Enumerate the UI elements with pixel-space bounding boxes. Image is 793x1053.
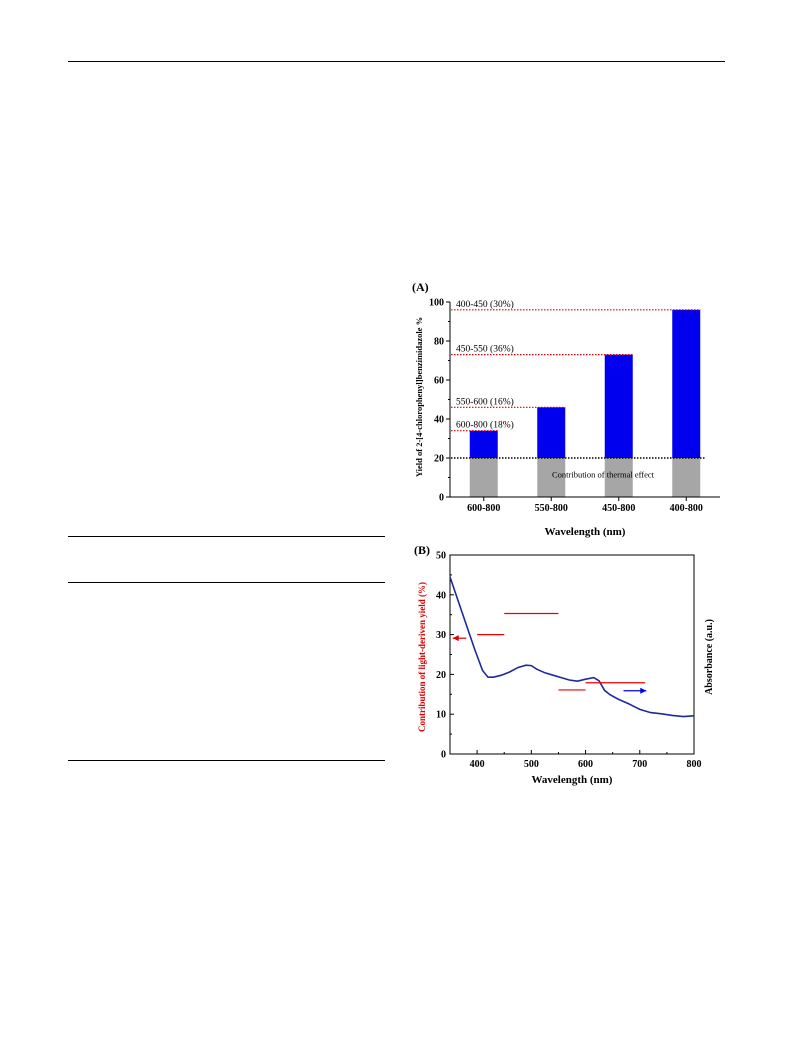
annotation-label: 400-450 (30%) — [456, 299, 514, 310]
x-tick-label: 400-800 — [670, 503, 703, 514]
light-bar — [672, 309, 701, 458]
page-header-rule — [68, 61, 725, 62]
y-axis-label-right-b: Absorbance (a.u.) — [704, 619, 715, 695]
annotation-label: 600-800 (18%) — [456, 420, 514, 431]
x-tick-label: 500 — [524, 759, 539, 770]
y-tick-label: 40 — [434, 415, 444, 426]
x-tick-label: 450-800 — [602, 503, 635, 514]
x-axis-label-a: Wavelength (nm) — [545, 526, 626, 538]
y-tick-label: 0 — [439, 493, 444, 504]
annotation-label: 450-550 (36%) — [456, 344, 514, 355]
y-tick-label: 10 — [436, 710, 446, 721]
x-tick-label: 550-800 — [535, 503, 568, 514]
table-top-rule — [68, 536, 385, 537]
plot-frame-b — [449, 554, 695, 755]
x-axis-label-b: Wavelength (nm) — [532, 774, 613, 786]
figure-panel-b: (B) Wavelength (nm) Contribution of ligh… — [400, 540, 730, 790]
x-tick-label: 800 — [687, 759, 702, 770]
table-bottom-rule — [68, 760, 385, 761]
bar-chart-a: (A) Wavelength (nm) Yield of 2-[4-chloro… — [412, 280, 720, 538]
x-tick-label: 400 — [470, 759, 485, 770]
x-tick-label: 600-800 — [467, 503, 500, 514]
light-bar — [469, 430, 498, 458]
y-axis-label-left-b: Contribution of light-deriven yield (%) — [417, 582, 427, 732]
axis-arrow-head — [452, 635, 459, 642]
y-tick-label: 50 — [436, 551, 446, 562]
x-tick-label: 600 — [578, 759, 593, 770]
figure-panel-a: (A) Wavelength (nm) Yield of 2-[4-chloro… — [400, 278, 730, 543]
light-bar — [537, 407, 566, 458]
y-tick-label: 20 — [434, 454, 444, 465]
thermal-bar — [604, 458, 633, 497]
y-tick-label: 80 — [434, 337, 444, 348]
panel-label-a: (A) — [412, 280, 429, 294]
absorbance-curve — [449, 576, 695, 718]
y-tick-label: 30 — [436, 630, 446, 641]
light-bar — [604, 354, 633, 458]
table-header-rule — [68, 582, 385, 583]
y-axis-label-a: Yield of 2-[4-chlorophenyl]benzimidazole… — [414, 317, 424, 477]
thermal-bar — [672, 458, 701, 497]
thermal-label: Contribution of thermal effect — [552, 470, 655, 480]
panel-label-b: (B) — [414, 543, 430, 557]
y-tick-label: 20 — [436, 670, 446, 681]
axis-arrow-head — [640, 687, 647, 694]
y-tick-label: 0 — [441, 750, 446, 761]
y-tick-label: 40 — [436, 590, 446, 601]
y-tick-label: 60 — [434, 376, 444, 387]
y-tick-label: 100 — [429, 298, 444, 309]
thermal-bar — [469, 458, 498, 497]
x-tick-label: 700 — [632, 759, 647, 770]
line-chart-b: (B) Wavelength (nm) Contribution of ligh… — [414, 543, 715, 786]
thermal-bar — [537, 458, 566, 497]
annotation-label: 550-600 (16%) — [456, 396, 514, 407]
